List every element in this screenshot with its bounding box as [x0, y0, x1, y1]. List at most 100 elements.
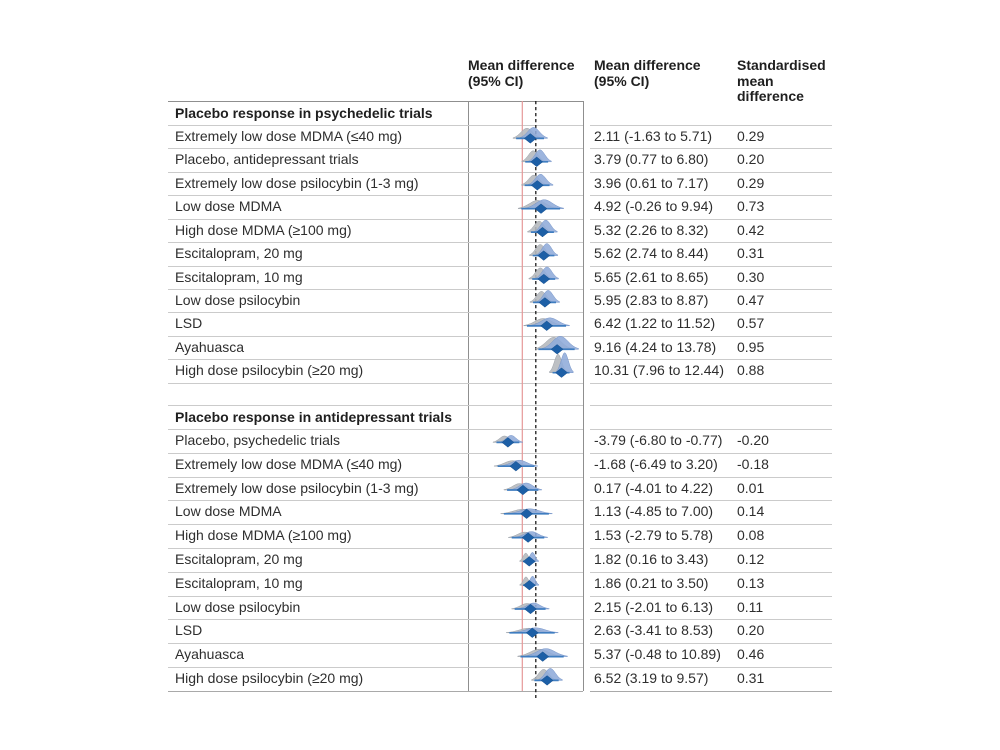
violin-blue [527, 174, 554, 186]
diamond-marker [537, 250, 551, 261]
diamond-marker [525, 627, 539, 638]
row-ci-value: 0.17 (-4.01 to 4.22) [594, 479, 714, 496]
row-separator [168, 524, 583, 526]
row-separator [168, 171, 583, 173]
row-smd-value: 0.31 [737, 670, 765, 686]
row-separator [168, 289, 583, 290]
row-ci-value: 1.82 (0.16 to 3.43) [594, 551, 709, 567]
diamond-marker [536, 226, 549, 238]
row-smd-value: 0.29 [737, 174, 765, 191]
violin-blue [537, 668, 563, 681]
row-label: Low dose MDMA [175, 503, 282, 520]
row-separator [590, 218, 832, 220]
violin-gray [500, 508, 546, 515]
row-label: LSD [175, 315, 203, 332]
row-separator [590, 265, 832, 267]
diamond-marker [509, 461, 523, 472]
row-separator [168, 335, 583, 337]
diamond-marker [516, 484, 530, 496]
diamond-marker [530, 180, 544, 191]
violin-gray [529, 244, 552, 256]
row-separator [168, 548, 583, 549]
diamond-marker [534, 203, 548, 214]
diamond-marker [530, 156, 544, 167]
row-smd-value: 0.08 [737, 527, 765, 544]
violin-gray [492, 435, 517, 443]
row-ci-value: 5.65 (2.61 to 8.65) [594, 268, 709, 285]
row-separator [168, 667, 583, 668]
row-smd-value: 0.12 [737, 551, 765, 567]
row-separator [168, 429, 583, 430]
row-ci-value: 10.31 (7.96 to 12.44) [594, 362, 724, 379]
violin-blue [514, 531, 548, 538]
section-title: Placebo response in psychedelic trials [175, 105, 433, 121]
row-separator [590, 619, 832, 621]
violin-blue [535, 266, 559, 280]
row-ci-value: 1.86 (0.21 to 3.50) [594, 574, 709, 591]
violin-blue [524, 648, 568, 657]
row-label: Ayahuasca [175, 646, 245, 663]
diamond-marker [521, 532, 535, 543]
row-separator [168, 125, 583, 126]
violin-blue [499, 435, 523, 443]
diamond-marker [537, 273, 551, 285]
row-separator [168, 359, 583, 361]
row-separator [168, 595, 583, 597]
row-separator [590, 405, 832, 406]
row-label: Escitalopram, 10 mg [175, 574, 303, 591]
plot-box-border [468, 101, 469, 691]
diamond-marker [536, 651, 550, 662]
violin-blue [519, 127, 548, 139]
violin-gray [519, 552, 533, 562]
row-smd-value: 0.01 [737, 479, 765, 496]
violin-gray [535, 337, 573, 350]
row-separator [168, 148, 583, 150]
row-separator [168, 265, 583, 267]
row-separator [590, 524, 832, 526]
row-separator [168, 500, 583, 502]
diamond-marker [522, 556, 536, 567]
diamond-marker [520, 508, 534, 519]
diamond-marker [555, 367, 568, 378]
row-separator [590, 500, 832, 502]
row-separator [168, 691, 583, 692]
row-separator [590, 125, 832, 126]
row-smd-value: 0.46 [737, 646, 765, 663]
violin-blue [510, 482, 543, 491]
row-ci-value: 6.52 (3.19 to 9.57) [594, 670, 709, 686]
violin-blue [525, 552, 539, 562]
column-header-plot: Mean difference (95% CI) [468, 57, 575, 89]
violin-blue [533, 219, 558, 233]
row-smd-value: -0.20 [737, 432, 769, 448]
diamond-marker [523, 133, 537, 144]
row-smd-value: 0.11 [737, 598, 764, 615]
row-smd-value: 0.95 [737, 338, 765, 355]
row-separator [590, 429, 832, 430]
row-separator [168, 452, 583, 454]
row-separator [590, 548, 832, 549]
violin-gray [527, 220, 551, 233]
row-separator [168, 218, 583, 220]
violin-blue [536, 290, 560, 303]
plot-box-border [583, 101, 584, 691]
row-separator [168, 571, 583, 573]
row-label: Escitalopram, 20 mg [175, 245, 303, 262]
row-separator [590, 312, 832, 314]
row-ci-value: 6.42 (1.22 to 11.52) [594, 315, 716, 332]
violin-gray [523, 318, 564, 327]
row-ci-value: 5.62 (2.74 to 8.44) [594, 245, 709, 262]
violin-blue [507, 508, 553, 515]
row-label: Extremely low dose psilocybin (1-3 mg) [175, 174, 419, 191]
violin-gray [511, 603, 543, 610]
row-label: LSD [175, 622, 203, 639]
row-smd-value: -0.18 [737, 455, 769, 472]
violin-gray [521, 174, 547, 186]
row-label: High dose MDMA (≥100 mg) [175, 527, 352, 544]
row-ci-value: 9.16 (4.24 to 13.78) [594, 338, 717, 355]
row-smd-value: 0.57 [737, 315, 765, 332]
violin-gray [528, 267, 553, 280]
row-label: Low dose MDMA [175, 198, 282, 215]
violin-gray [505, 627, 552, 634]
